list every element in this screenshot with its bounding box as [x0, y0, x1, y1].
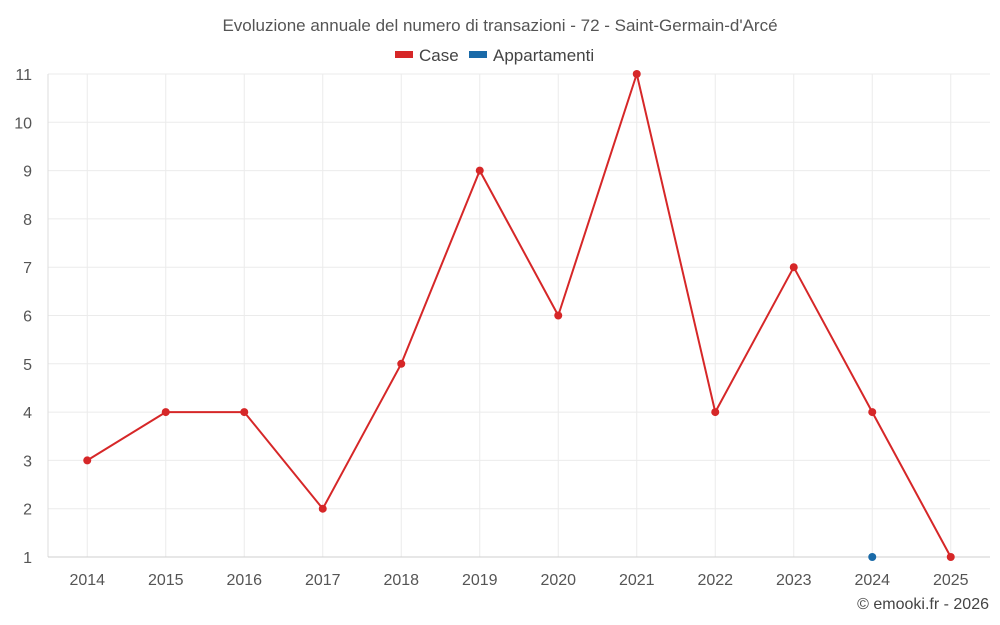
- y-tick-label: 3: [23, 453, 32, 470]
- x-tick-label: 2018: [383, 572, 419, 589]
- x-tick-label: 2014: [69, 572, 105, 589]
- x-tick-label: 2020: [540, 572, 576, 589]
- credit-text: © emooki.fr - 2026: [857, 596, 989, 613]
- x-tick-label: 2019: [462, 572, 498, 589]
- series-1: [868, 553, 877, 561]
- legend-swatch-case: [395, 51, 413, 58]
- chart-title: Evoluzione annuale del numero di transaz…: [222, 16, 777, 35]
- grid: [48, 73, 990, 558]
- y-tick-label: 2: [23, 502, 32, 519]
- series-line: [86, 73, 952, 558]
- x-tick-label: 2025: [933, 572, 969, 589]
- legend-label-appartamenti: Appartamenti: [493, 46, 594, 65]
- y-tick-label: 8: [23, 212, 32, 229]
- legend-item-appartamenti[interactable]: Appartamenti: [469, 46, 594, 65]
- y-tick-label: 1: [23, 550, 32, 567]
- y-tick-label: 10: [14, 115, 32, 132]
- data-point[interactable]: [240, 408, 249, 417]
- data-point[interactable]: [397, 359, 406, 368]
- legend-item-case[interactable]: Case: [395, 46, 459, 65]
- x-tick-label: 2015: [148, 572, 184, 589]
- x-tick-label: 2022: [697, 572, 733, 589]
- data-point[interactable]: [789, 263, 798, 272]
- x-tick-label: 2023: [776, 572, 812, 589]
- y-tick-label: 6: [23, 309, 32, 326]
- data-point[interactable]: [475, 166, 484, 175]
- y-tick-label: 11: [15, 67, 32, 84]
- y-tick-label: 7: [23, 260, 32, 277]
- legend-swatch-appartamenti: [469, 51, 487, 58]
- data-point[interactable]: [868, 408, 877, 417]
- data-point[interactable]: [868, 553, 877, 561]
- y-tick-label: 9: [23, 164, 32, 181]
- x-tick-label: 2017: [305, 572, 341, 589]
- axes: 1 2 3 4 5 6 7 8 9 10 11 2014 2015 2016 2017 2018 2019 202…: [14, 67, 990, 589]
- legend[interactable]: Case Appartamenti: [395, 46, 594, 65]
- data-point[interactable]: [83, 456, 92, 465]
- data-point[interactable]: [161, 408, 170, 417]
- data-point[interactable]: [318, 504, 327, 513]
- data-point[interactable]: [711, 408, 720, 417]
- y-tick-label: 4: [23, 405, 32, 422]
- legend-label-case: Case: [419, 46, 459, 65]
- x-tick-label: 2021: [619, 572, 655, 589]
- data-point[interactable]: [946, 553, 955, 561]
- x-tick-label: 2024: [854, 572, 890, 589]
- x-tick-label: 2016: [226, 572, 262, 589]
- series: [83, 70, 955, 561]
- series-0: [83, 70, 955, 561]
- y-tick-label: 5: [23, 357, 32, 374]
- data-point[interactable]: [632, 70, 641, 78]
- data-point[interactable]: [554, 311, 563, 320]
